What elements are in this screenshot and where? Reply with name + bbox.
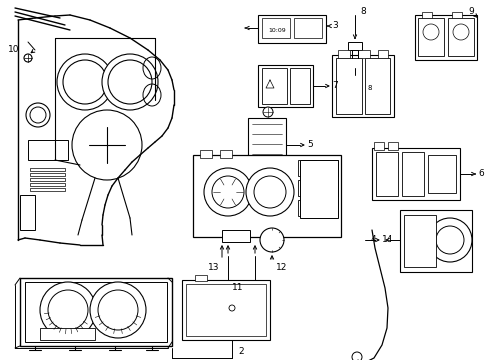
Bar [297,160,315,176]
Circle shape [108,60,152,104]
Text: 13: 13 [207,264,219,273]
Bar [182,280,269,340]
Bar [364,58,389,114]
Circle shape [24,54,32,62]
Circle shape [263,107,272,117]
Circle shape [427,218,471,262]
Bar [401,152,423,196]
Circle shape [348,56,360,68]
Bar [319,180,337,196]
Bar [319,200,337,216]
Bar [335,58,361,114]
Bar [258,65,312,107]
Text: 14: 14 [381,235,392,244]
Bar [20,195,35,230]
Bar [293,18,321,38]
Circle shape [95,133,119,157]
Text: 12: 12 [275,264,287,273]
Circle shape [26,103,50,127]
Bar [200,150,212,158]
Text: 8: 8 [359,8,365,17]
Text: 3: 3 [331,22,337,31]
Bar [262,18,289,38]
Bar [427,155,455,193]
Circle shape [203,168,251,216]
Circle shape [90,282,146,338]
Text: 8: 8 [367,85,371,91]
Circle shape [260,228,284,252]
Circle shape [253,176,285,208]
Circle shape [452,24,468,40]
Bar [185,284,265,336]
Circle shape [40,282,96,338]
Text: 11: 11 [231,284,243,292]
Bar [195,275,206,281]
Circle shape [89,127,125,163]
Bar [373,142,383,150]
Text: 6: 6 [477,170,483,179]
Bar [371,148,459,200]
Circle shape [351,352,361,360]
Bar [375,152,397,196]
Circle shape [63,60,107,104]
Bar [447,18,473,56]
Bar [331,55,393,117]
Bar [28,140,68,160]
Circle shape [57,54,113,110]
Bar [299,160,337,218]
Text: 9: 9 [467,8,473,17]
Bar [347,42,361,50]
Bar [403,215,435,267]
Bar [30,188,65,191]
Circle shape [72,110,142,180]
Bar [417,18,443,56]
Circle shape [102,54,158,110]
Bar [20,278,172,346]
Text: 2: 2 [238,347,243,356]
Circle shape [30,107,46,123]
Bar [220,150,231,158]
Bar [289,68,309,104]
Bar [30,168,65,171]
Bar [193,155,340,237]
Bar [30,183,65,186]
Bar [25,282,167,342]
Bar [357,50,369,58]
Circle shape [98,290,138,330]
Bar [377,50,387,58]
Text: 4: 4 [369,235,375,244]
Bar [337,50,349,58]
Circle shape [435,226,463,254]
Bar [40,328,95,340]
Text: 7: 7 [331,81,337,90]
Circle shape [228,305,235,311]
Bar [222,230,249,242]
Bar [421,12,431,18]
Circle shape [48,290,88,330]
Text: 10: 10 [8,45,20,54]
Text: 5: 5 [306,140,312,149]
Bar [262,68,286,104]
Bar [30,173,65,176]
Bar [451,12,461,18]
Text: 10:09: 10:09 [267,27,285,32]
Bar [297,180,315,196]
Bar [414,15,476,60]
Circle shape [245,168,293,216]
Bar [399,210,471,272]
Bar [30,178,65,181]
Bar [258,15,325,43]
Bar [319,160,337,176]
Bar [297,200,315,216]
Circle shape [212,176,244,208]
Bar [247,118,285,173]
Circle shape [422,24,438,40]
Bar [387,142,397,150]
